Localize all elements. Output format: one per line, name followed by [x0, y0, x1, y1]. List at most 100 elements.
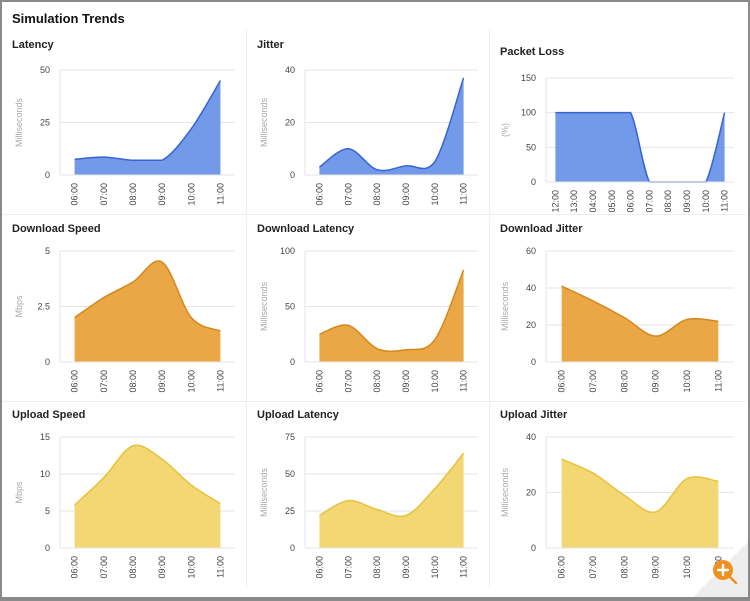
x-tick-label: 08:00 [128, 183, 138, 206]
x-tick-label: 10:00 [701, 190, 711, 213]
y-tick-label: 0 [290, 543, 295, 553]
x-tick-label: 06:00 [70, 370, 80, 393]
y-tick-label: 25 [285, 506, 295, 516]
x-tick-label: 06:00 [314, 370, 324, 393]
x-tick-label: 10:00 [430, 370, 440, 393]
y-tick-label: 100 [521, 108, 536, 118]
x-tick-label: 07:00 [343, 370, 353, 393]
x-tick-label: 09:00 [682, 190, 692, 213]
zoom-in-icon[interactable] [712, 559, 738, 585]
x-tick-label: 06:00 [314, 183, 324, 206]
series-area [319, 270, 463, 362]
panel-divider [2, 401, 247, 402]
panel-divider [247, 214, 490, 215]
x-tick-label: 10:00 [682, 370, 692, 393]
y-axis-label: Mbps [14, 481, 24, 504]
x-tick-label: 09:00 [401, 183, 411, 206]
x-tick-label: 08:00 [128, 370, 138, 393]
x-tick-label: 04:00 [588, 190, 598, 213]
x-tick-label: 07:00 [343, 556, 353, 579]
y-tick-label: 10 [40, 469, 50, 479]
y-tick-label: 50 [285, 302, 295, 312]
x-tick-label: 10:00 [186, 370, 196, 393]
series-area [319, 453, 463, 548]
x-tick-label: 06:00 [70, 556, 80, 579]
y-tick-label: 0 [45, 543, 50, 553]
x-tick-label: 08:00 [372, 370, 382, 393]
x-tick-label: 11:00 [459, 556, 469, 578]
x-tick-label: 06:00 [314, 556, 324, 579]
series-area [319, 78, 463, 175]
x-tick-label: 09:00 [157, 370, 167, 393]
x-tick-label: 09:00 [651, 370, 661, 393]
y-tick-label: 5 [45, 246, 50, 256]
x-tick-label: 11:00 [215, 370, 225, 392]
x-tick-label: 09:00 [157, 556, 167, 579]
panel-divider [2, 214, 247, 215]
x-tick-label: 06:00 [626, 190, 636, 213]
y-tick-label: 0 [45, 357, 50, 367]
x-tick-label: 10:00 [430, 556, 440, 579]
x-tick-label: 10:00 [186, 183, 196, 206]
x-tick-label: 11:00 [459, 370, 469, 392]
series-area [75, 261, 221, 362]
x-tick-label: 07:00 [644, 190, 654, 213]
x-tick-label: 07:00 [588, 370, 598, 393]
x-tick-label: 08:00 [372, 556, 382, 579]
x-tick-label: 08:00 [128, 556, 138, 579]
y-tick-label: 15 [40, 432, 50, 442]
panel-divider [490, 214, 746, 215]
x-tick-label: 08:00 [619, 556, 629, 579]
y-tick-label: 75 [285, 432, 295, 442]
y-tick-label: 25 [40, 118, 50, 128]
y-tick-label: 100 [280, 246, 295, 256]
y-axis-label: Mbps [14, 295, 24, 318]
y-tick-label: 50 [285, 469, 295, 479]
y-tick-label: 0 [290, 170, 295, 180]
panel-divider [247, 401, 490, 402]
x-tick-label: 06:00 [557, 556, 567, 579]
y-axis-label: Milliseconds [14, 97, 24, 147]
x-tick-label: 06:00 [557, 370, 567, 393]
y-axis-label: Milliseconds [259, 97, 269, 147]
x-tick-label: 07:00 [99, 556, 109, 579]
y-tick-label: 5 [45, 506, 50, 516]
x-tick-label: 11:00 [215, 556, 225, 578]
x-tick-label: 11:00 [713, 370, 723, 392]
y-tick-label: 20 [526, 488, 536, 498]
x-tick-label: 07:00 [343, 183, 353, 206]
y-tick-label: 150 [521, 73, 536, 83]
y-axis-label: Milliseconds [500, 467, 510, 517]
x-tick-label: 08:00 [619, 370, 629, 393]
y-tick-label: 40 [526, 283, 536, 293]
x-tick-label: 11:00 [215, 183, 225, 205]
y-tick-label: 20 [285, 118, 295, 128]
y-tick-label: 40 [526, 432, 536, 442]
x-tick-label: 09:00 [651, 556, 661, 579]
series-area [75, 445, 221, 548]
x-tick-label: 08:00 [663, 190, 673, 213]
y-tick-label: 0 [290, 357, 295, 367]
x-tick-label: 13:00 [569, 190, 579, 213]
y-tick-label: 60 [526, 246, 536, 256]
x-tick-label: 12:00 [550, 190, 560, 213]
y-axis-label: Milliseconds [259, 467, 269, 517]
y-axis-label: (%) [500, 123, 510, 137]
y-tick-label: 20 [526, 320, 536, 330]
x-tick-label: 10:00 [430, 183, 440, 206]
x-tick-label: 07:00 [588, 556, 598, 579]
